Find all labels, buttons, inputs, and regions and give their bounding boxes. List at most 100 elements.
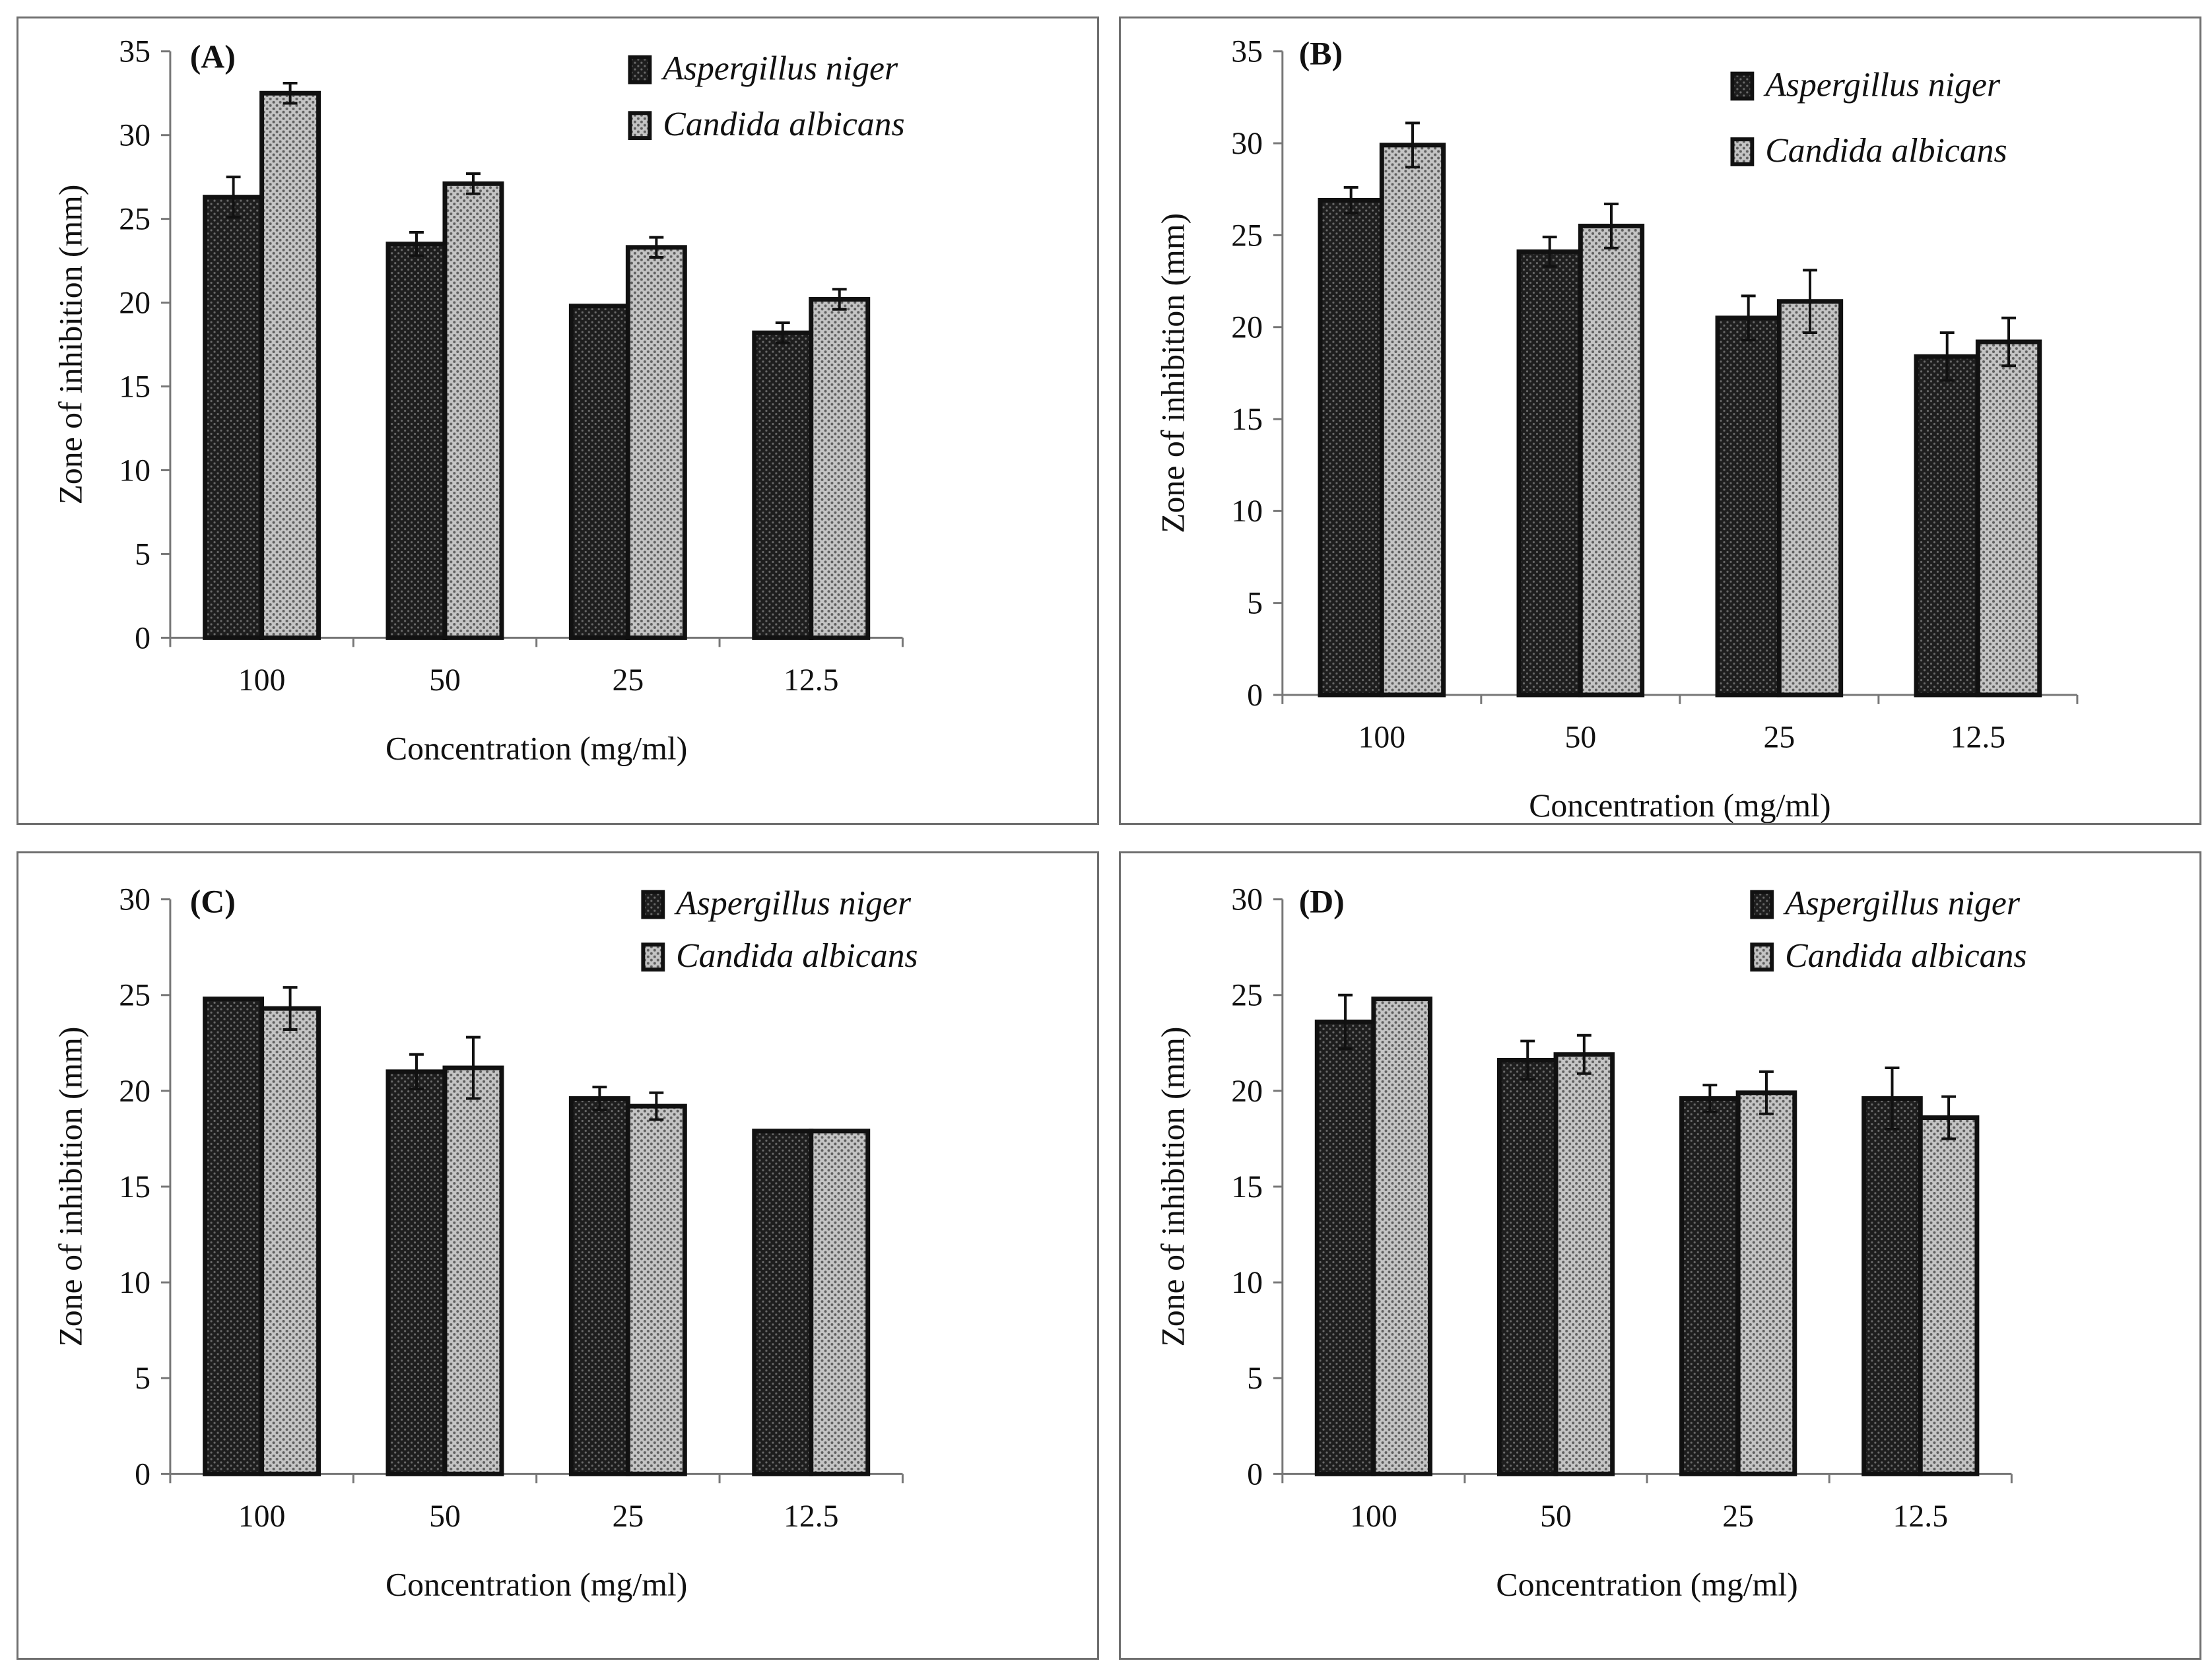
y-tick-label: 30 (1231, 126, 1263, 161)
y-axis-title: Zone of inhibition (mm) (53, 185, 89, 505)
panel-label: (D) (1299, 884, 1345, 920)
legend-label: Candida albicans (1765, 132, 2007, 170)
bar-candida-albicans (259, 1006, 321, 1476)
y-tick-label: 10 (119, 1265, 151, 1300)
chart-a-svg: (A) 0 5 10 15 20 25 30 35 100 50 25 12.5 Concentratio… (53, 34, 905, 767)
bar-candida-albicans (442, 1065, 504, 1476)
legend-label: Aspergillus niger (661, 50, 898, 88)
y-tick-label: 15 (1231, 402, 1263, 437)
x-tick-label: 100 (1350, 1499, 1397, 1534)
legend-swatch-candida-albicans (1730, 137, 1755, 166)
panel-label: (C) (190, 884, 236, 920)
bar-candida-albicans (809, 297, 871, 640)
bar-candida-albicans (1371, 997, 1432, 1476)
x-tick-label: 50 (429, 663, 461, 698)
bar-aspergillus-niger (203, 997, 265, 1476)
bar-aspergillus-niger (1318, 197, 1384, 698)
bar-aspergillus-niger (1715, 315, 1782, 698)
bar-candida-albicans (442, 181, 504, 640)
x-tick-label: 12.5 (784, 663, 839, 698)
legend-label: Aspergillus niger (1763, 66, 2001, 104)
bar-aspergillus-niger (1914, 354, 1980, 698)
bar-candida-albicans (1735, 1090, 1797, 1476)
y-axis-title: Zone of inhibition (mm) (1155, 213, 1191, 533)
bar-candida-albicans (625, 1103, 687, 1476)
y-tick-label: 0 (135, 620, 151, 655)
bar-candida-albicans (809, 1129, 871, 1476)
bar-candida-albicans (1578, 223, 1645, 698)
bar-aspergillus-niger (752, 1129, 814, 1476)
y-tick-label: 10 (1231, 1265, 1263, 1300)
chart-panel-c: (C) 0 5 10 15 20 25 30 100 50 25 12.5 Concentration … (17, 851, 1099, 1660)
bar-aspergillus-niger (1679, 1096, 1741, 1476)
y-tick-label: 30 (119, 118, 151, 153)
chart-panel-a: (A) 0 5 10 15 20 25 30 35 100 50 25 12.5 Concentratio… (17, 16, 1099, 825)
y-tick-label: 35 (1231, 34, 1263, 69)
bar-candida-albicans (625, 245, 687, 640)
y-tick-label: 20 (119, 286, 151, 321)
y-tick-label: 15 (1231, 1169, 1263, 1204)
y-tick-label: 10 (119, 453, 151, 488)
y-tick-label: 5 (1247, 1361, 1263, 1396)
panel-label: (A) (190, 39, 236, 75)
x-tick-label: 25 (612, 1499, 644, 1534)
bar-aspergillus-niger (568, 1096, 630, 1476)
bar-candida-albicans (1776, 299, 1844, 698)
y-tick-label: 25 (119, 978, 151, 1013)
bar-aspergillus-niger (568, 304, 630, 640)
y-tick-label: 25 (1231, 218, 1263, 253)
x-tick-label: 25 (1722, 1499, 1754, 1534)
legend-swatch-aspergillus-niger (1750, 890, 1774, 919)
bar-aspergillus-niger (385, 242, 448, 640)
bar-aspergillus-niger (1314, 1019, 1376, 1476)
bar-aspergillus-niger (1861, 1096, 1923, 1476)
y-tick-label: 20 (1231, 310, 1263, 345)
y-tick-label: 10 (1231, 494, 1263, 529)
x-tick-label: 25 (612, 663, 644, 698)
chart-c-svg: (C) 0 5 10 15 20 25 30 100 50 25 12.5 Concentration … (53, 882, 918, 1603)
x-tick-label: 25 (1763, 720, 1795, 755)
x-tick-label: 100 (238, 663, 286, 698)
legend-swatch-aspergillus-niger (641, 890, 665, 919)
bar-aspergillus-niger (752, 330, 814, 640)
bar-candida-albicans (1553, 1052, 1615, 1476)
y-tick-label: 5 (135, 1361, 151, 1396)
y-tick-label: 30 (119, 882, 151, 917)
chart-b-svg: (B) 0 5 10 15 20 25 30 35 100 50 25 12.5 Concentratio… (1155, 34, 2079, 823)
bar-aspergillus-niger (203, 195, 265, 640)
y-tick-label: 15 (119, 369, 151, 404)
chart-d-svg: (D) 0 5 10 15 20 25 30 100 50 25 12.5 Concentration … (1155, 882, 2027, 1603)
panel-label: (B) (1299, 36, 1343, 72)
x-tick-label: 100 (238, 1499, 286, 1534)
x-tick-label: 50 (429, 1499, 461, 1534)
x-axis-title: Concentration (mg/ml) (1496, 1566, 1797, 1602)
legend-swatch-candida-albicans (628, 111, 652, 141)
x-axis-title: Concentration (mg/ml) (1529, 787, 1830, 823)
x-tick-label: 12.5 (1893, 1499, 1949, 1534)
x-axis-title: Concentration (mg/ml) (385, 730, 687, 766)
legend-swatch-aspergillus-niger (628, 55, 652, 84)
legend-label: Candida albicans (676, 937, 918, 975)
y-tick-label: 35 (119, 34, 151, 69)
x-axis-title: Concentration (mg/ml) (385, 1566, 687, 1602)
legend-label: Aspergillus niger (1783, 885, 2021, 923)
x-tick-label: 50 (1540, 1499, 1572, 1534)
bar-candida-albicans (1379, 143, 1446, 698)
legend-label: Candida albicans (1785, 937, 2027, 975)
y-tick-label: 20 (1231, 1074, 1263, 1109)
bar-candida-albicans (259, 90, 321, 640)
legend-label: Aspergillus niger (674, 885, 912, 923)
y-tick-label: 0 (1247, 678, 1263, 713)
y-tick-label: 15 (119, 1169, 151, 1204)
x-tick-label: 12.5 (784, 1499, 839, 1534)
bar-aspergillus-niger (1496, 1057, 1558, 1476)
bar-aspergillus-niger (1516, 249, 1583, 698)
y-tick-label: 25 (119, 202, 151, 237)
y-axis-title: Zone of inhibition (mm) (53, 1027, 89, 1347)
y-tick-label: 20 (119, 1074, 151, 1109)
y-axis-title: Zone of inhibition (mm) (1155, 1027, 1191, 1347)
y-tick-label: 25 (1231, 978, 1263, 1013)
x-tick-label: 100 (1358, 720, 1406, 755)
x-tick-label: 12.5 (1951, 720, 2006, 755)
y-tick-label: 5 (135, 537, 151, 572)
